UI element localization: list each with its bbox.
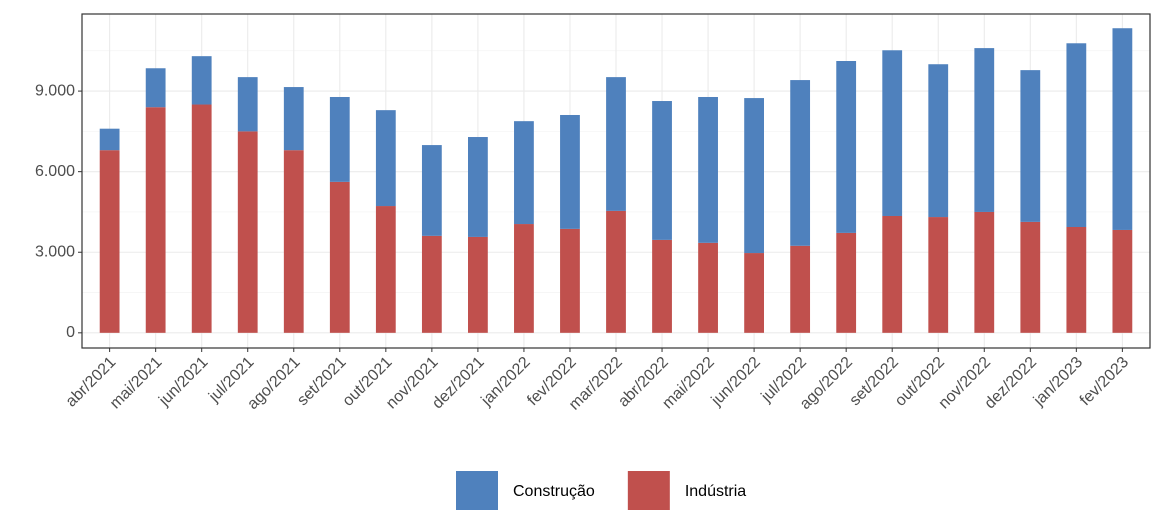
bar-segment: [1020, 70, 1041, 222]
y-tick-label: 0: [66, 324, 75, 341]
bar-segment: [145, 68, 166, 108]
bar-segment: [467, 137, 488, 237]
bar-segment: [744, 253, 765, 333]
bar-segment: [560, 114, 580, 229]
bar-segment: [421, 145, 442, 236]
bar-segment: [237, 131, 258, 333]
bar-segment: [145, 107, 166, 333]
bar-segment: [191, 104, 212, 333]
bar-segment: [974, 211, 995, 333]
bar-segment: [790, 245, 811, 333]
bar-segment: [790, 80, 811, 246]
bar-segment: [1112, 28, 1133, 230]
bar-segment: [283, 87, 304, 151]
x-tick-label: jun/2021: [155, 354, 211, 410]
bar-segment: [329, 181, 350, 333]
legend-swatch: [627, 471, 670, 513]
bar-segment: [744, 98, 765, 254]
panel-border: [81, 13, 1151, 349]
bar-segment: [191, 56, 212, 105]
y-tick-label: 6.000: [35, 163, 75, 180]
bar-segment: [928, 217, 949, 333]
bar-segment: [1066, 43, 1087, 227]
bar-segment: [652, 101, 672, 240]
bar-segment: [99, 128, 120, 151]
x-tick-label: jun/2022: [708, 354, 764, 410]
bar-segment: [974, 48, 995, 212]
y-tick-label: 3.000: [35, 243, 75, 260]
bar-segment: [514, 224, 534, 333]
x-tick-label: jan/2022: [478, 354, 534, 410]
x-tick-label: jan/2023: [1030, 354, 1086, 410]
bar-segment: [329, 96, 350, 182]
bar-segment: [237, 77, 258, 132]
legend-label: Indústria: [685, 483, 746, 500]
bar-segment: [560, 228, 580, 333]
legend-swatch: [456, 471, 498, 513]
bar-segment: [1066, 226, 1087, 333]
bar-segment: [375, 206, 396, 333]
legend-label: Construção: [513, 483, 595, 500]
bar-segment: [1112, 229, 1133, 333]
x-tick-label: fev/2023: [1077, 354, 1133, 410]
bar-segment: [698, 96, 718, 243]
bar-segment: [698, 242, 718, 333]
bar-segment: [606, 210, 626, 333]
bar-segment: [375, 110, 396, 207]
bar-segment: [283, 150, 304, 333]
y-tick-label: 9.000: [35, 82, 75, 99]
bar-segment: [836, 232, 857, 333]
bar-segment: [99, 150, 120, 333]
bar-segment: [882, 215, 903, 333]
bar-segment: [836, 61, 857, 233]
bar-segment: [421, 235, 442, 333]
bar-segment: [1020, 221, 1041, 333]
bar-segment: [467, 236, 488, 333]
bar-segment: [514, 121, 534, 225]
bar-segment: [652, 239, 672, 333]
bar-segment: [882, 50, 903, 216]
bar-segment: [606, 77, 626, 211]
bar-segment: [928, 64, 949, 218]
